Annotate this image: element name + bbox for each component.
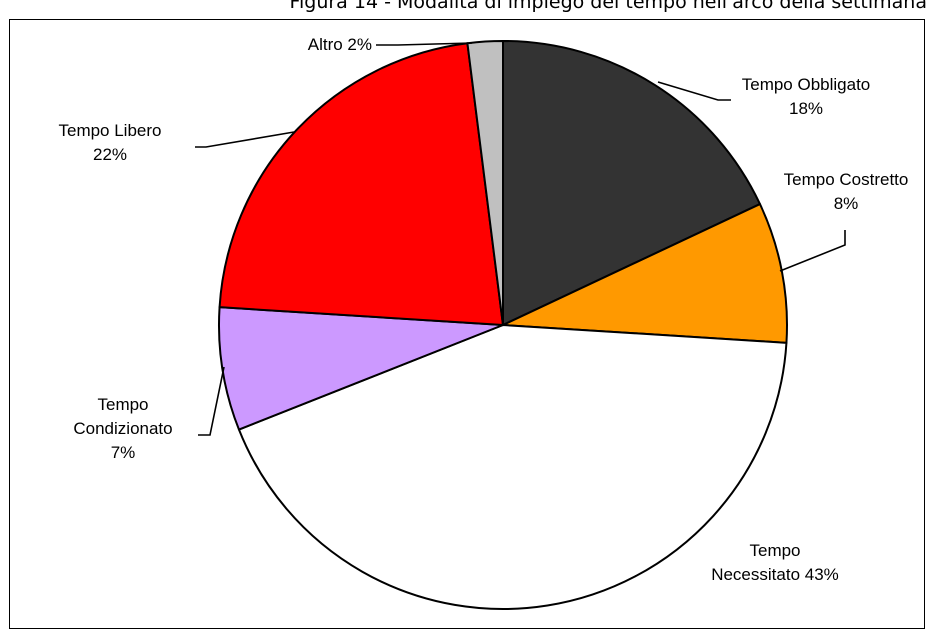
pie-slice-libero: [218, 42, 504, 326]
leader-line-condizionato: [198, 366, 225, 436]
pie-slices: [218, 40, 788, 610]
slice-label-altro: Altro 2%: [308, 35, 372, 54]
slice-label-line: Tempo Costretto: [784, 170, 909, 189]
slice-label-line: 8%: [834, 194, 859, 213]
slice-label-condizionato: Tempo Condizionato 7%: [73, 395, 172, 462]
slice-label-line: Tempo Obbligato: [742, 75, 871, 94]
slice-label-necessitato: Tempo Necessitato 43%: [711, 541, 839, 584]
pie-slice-condizionato: [218, 306, 504, 431]
slice-label-libero: Tempo Libero 22%: [58, 121, 161, 164]
pie-slice-costretto: [502, 203, 788, 344]
leader-lines: [195, 42, 846, 436]
leader-line-costretto: [779, 230, 846, 272]
leader-line-libero: [195, 131, 295, 148]
slice-label-costretto: Tempo Costretto 8%: [784, 170, 909, 213]
slice-label-line: Necessitato 43%: [711, 565, 839, 584]
pie-slice-necessitato: [237, 324, 788, 610]
slice-label-line: Tempo Libero: [58, 121, 161, 140]
leader-line-altro: [376, 42, 473, 46]
leader-line-obbligato: [657, 81, 731, 101]
slice-label-obbligato: Tempo Obbligato 18%: [742, 75, 871, 118]
slice-labels: Tempo Obbligato 18%Tempo Costretto 8%Tempo…: [58, 35, 908, 584]
slice-label-line: 22%: [93, 145, 127, 164]
figure-title: Figura 14 - Modalità di impiego del temp…: [289, 0, 927, 13]
slice-label-line: 18%: [789, 99, 823, 118]
pie-slice-obbligato: [502, 40, 761, 326]
slice-label-line: Tempo: [97, 395, 148, 414]
slice-label-line: 7%: [111, 443, 136, 462]
slice-label-line: Tempo: [749, 541, 800, 560]
slice-label-line: Altro 2%: [308, 35, 372, 54]
slice-label-line: Condizionato: [73, 419, 172, 438]
